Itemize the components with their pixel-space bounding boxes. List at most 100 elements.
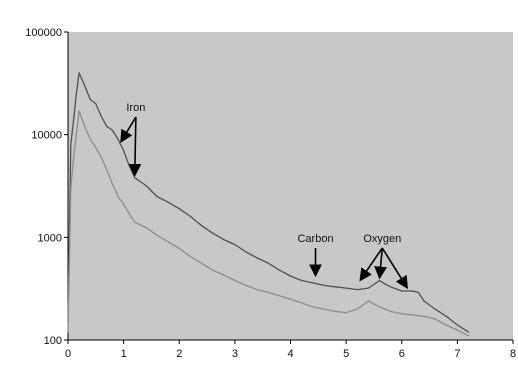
- data-point: [129, 213, 130, 214]
- data-point: [79, 110, 80, 111]
- data-point: [223, 239, 224, 240]
- data-point: [346, 288, 347, 289]
- data-point: [290, 299, 291, 300]
- data-point: [134, 177, 135, 178]
- data-point: [379, 306, 380, 307]
- data-point: [168, 202, 169, 203]
- data-point: [101, 157, 102, 158]
- x-tick-label: 3: [232, 348, 238, 360]
- data-point: [123, 150, 124, 151]
- data-point: [334, 311, 335, 312]
- data-point: [212, 233, 213, 234]
- data-point: [106, 170, 107, 171]
- plot-area: [68, 32, 513, 340]
- data-point: [73, 119, 74, 120]
- data-point: [73, 157, 74, 158]
- x-tick-label: 4: [287, 348, 293, 360]
- data-point: [190, 216, 191, 217]
- data-point: [390, 311, 391, 312]
- x-tick-label: 1: [121, 348, 127, 360]
- data-point: [423, 316, 424, 317]
- data-point: [90, 139, 91, 140]
- data-point: [457, 330, 458, 331]
- data-point: [76, 134, 77, 135]
- data-point: [268, 292, 269, 293]
- data-point: [346, 312, 347, 313]
- data-point: [418, 292, 419, 293]
- data-point: [95, 103, 96, 104]
- data-point: [290, 275, 291, 276]
- data-point: [101, 116, 102, 117]
- data-point: [468, 335, 469, 336]
- data-point: [212, 270, 213, 271]
- data-point: [70, 188, 71, 189]
- data-point: [234, 280, 235, 281]
- data-point: [468, 331, 469, 332]
- x-tick-label: 2: [176, 348, 182, 360]
- data-point: [245, 251, 246, 252]
- data-point: [312, 306, 313, 307]
- data-point: [385, 284, 386, 285]
- data-point: [245, 285, 246, 286]
- data-point: [279, 295, 280, 296]
- data-point: [179, 248, 180, 249]
- data-point: [357, 289, 358, 290]
- data-point: [301, 280, 302, 281]
- y-tick-label: 10000: [31, 130, 62, 142]
- data-point: [323, 309, 324, 310]
- data-point: [379, 280, 380, 281]
- data-point: [301, 302, 302, 303]
- data-point: [156, 196, 157, 197]
- data-point: [390, 286, 391, 287]
- data-point: [412, 314, 413, 315]
- data-point: [412, 290, 413, 291]
- data-point: [257, 289, 258, 290]
- data-point: [201, 263, 202, 264]
- data-point: [368, 300, 369, 301]
- data-point: [279, 270, 280, 271]
- data-point: [76, 93, 77, 94]
- data-point: [457, 324, 458, 325]
- data-point: [401, 290, 402, 291]
- data-point: [84, 85, 85, 86]
- data-point: [90, 99, 91, 100]
- data-point: [145, 185, 146, 186]
- x-tick-label: 6: [399, 348, 405, 360]
- annotation-label: Carbon: [297, 233, 333, 245]
- annotation-label: Oxygen: [363, 233, 401, 245]
- data-point: [357, 309, 358, 310]
- data-point: [134, 222, 135, 223]
- data-point: [95, 147, 96, 148]
- data-point: [312, 282, 313, 283]
- x-tick-label: 5: [343, 348, 349, 360]
- data-point: [118, 196, 119, 197]
- data-point: [129, 165, 130, 166]
- data-point: [145, 227, 146, 228]
- data-point: [106, 126, 107, 127]
- data-point: [79, 72, 80, 73]
- data-point: [190, 256, 191, 257]
- data-point: [201, 225, 202, 226]
- data-point: [234, 244, 235, 245]
- data-point: [423, 300, 424, 301]
- data-point: [70, 144, 71, 145]
- data-point: [446, 316, 447, 317]
- x-tick-label: 7: [454, 348, 460, 360]
- data-point: [435, 318, 436, 319]
- data-point: [446, 324, 447, 325]
- data-point: [257, 257, 258, 258]
- data-point: [179, 208, 180, 209]
- data-point: [112, 184, 113, 185]
- x-tick-label: 8: [510, 348, 516, 360]
- y-tick-label: 100000: [25, 27, 62, 39]
- data-point: [112, 130, 113, 131]
- x-tick-label: 0: [65, 348, 71, 360]
- data-point: [118, 139, 119, 140]
- data-point: [223, 274, 224, 275]
- data-point: [123, 204, 124, 205]
- data-point: [84, 126, 85, 127]
- data-point: [368, 288, 369, 289]
- data-point: [323, 285, 324, 286]
